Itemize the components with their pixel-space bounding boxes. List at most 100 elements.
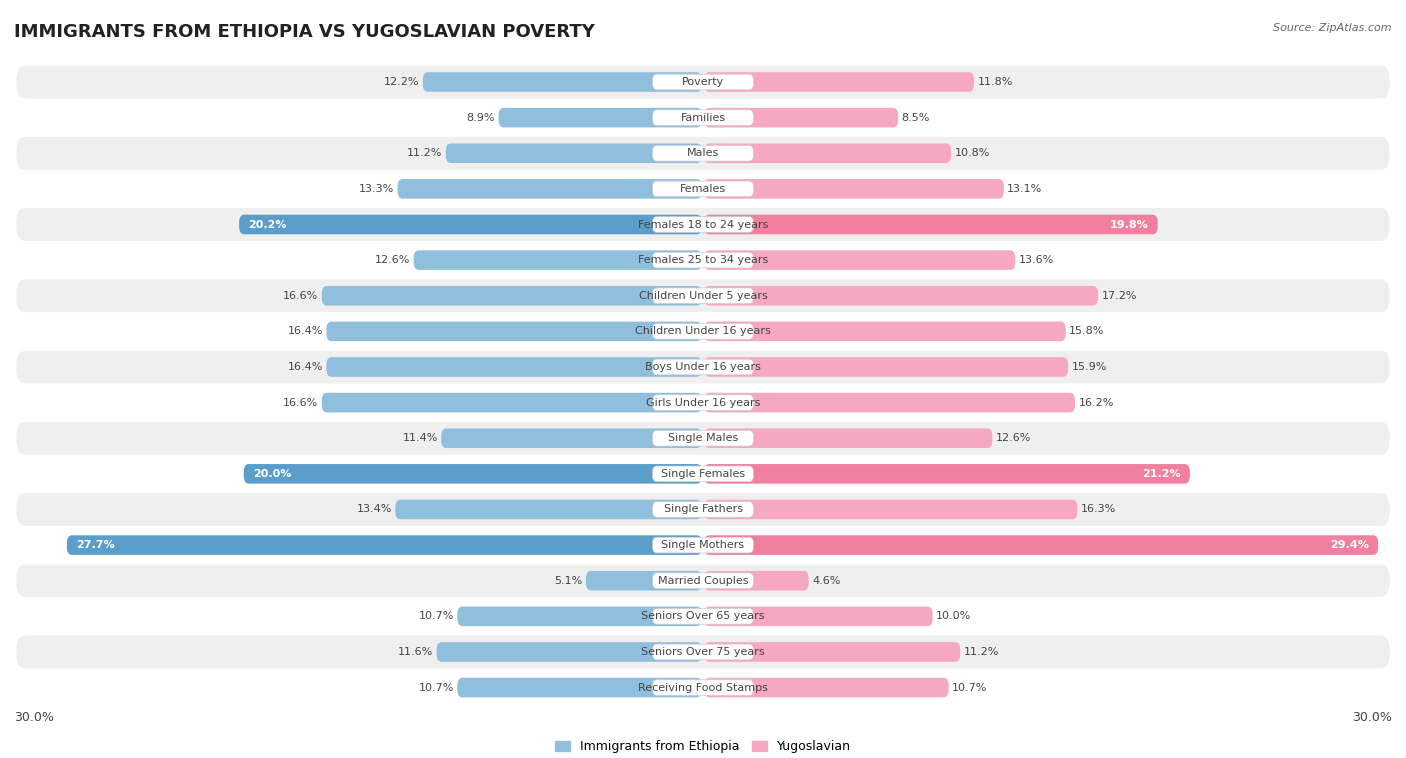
Text: 12.6%: 12.6% (995, 434, 1031, 443)
Text: Seniors Over 75 years: Seniors Over 75 years (641, 647, 765, 657)
Text: 11.2%: 11.2% (406, 149, 443, 158)
Text: Boys Under 16 years: Boys Under 16 years (645, 362, 761, 372)
Text: 11.6%: 11.6% (398, 647, 433, 657)
FancyBboxPatch shape (17, 208, 1389, 241)
Text: 20.0%: 20.0% (253, 469, 291, 479)
Text: 12.2%: 12.2% (384, 77, 419, 87)
Text: 15.8%: 15.8% (1070, 327, 1105, 337)
FancyBboxPatch shape (586, 571, 702, 590)
Text: 8.9%: 8.9% (467, 113, 495, 123)
FancyBboxPatch shape (652, 110, 754, 126)
Text: 16.4%: 16.4% (288, 327, 323, 337)
FancyBboxPatch shape (652, 74, 754, 90)
FancyBboxPatch shape (17, 351, 1389, 384)
FancyBboxPatch shape (322, 286, 702, 305)
Text: 12.6%: 12.6% (375, 255, 411, 265)
FancyBboxPatch shape (652, 573, 754, 588)
Text: IMMIGRANTS FROM ETHIOPIA VS YUGOSLAVIAN POVERTY: IMMIGRANTS FROM ETHIOPIA VS YUGOSLAVIAN … (14, 23, 595, 41)
Text: 11.2%: 11.2% (963, 647, 1000, 657)
FancyBboxPatch shape (398, 179, 702, 199)
Text: Children Under 16 years: Children Under 16 years (636, 327, 770, 337)
FancyBboxPatch shape (704, 571, 808, 590)
FancyBboxPatch shape (652, 359, 754, 374)
FancyBboxPatch shape (652, 431, 754, 446)
FancyBboxPatch shape (652, 502, 754, 517)
Text: Males: Males (688, 149, 718, 158)
FancyBboxPatch shape (326, 321, 702, 341)
Text: 10.7%: 10.7% (419, 612, 454, 622)
Text: 4.6%: 4.6% (813, 576, 841, 586)
FancyBboxPatch shape (17, 529, 1389, 562)
FancyBboxPatch shape (704, 179, 1004, 199)
FancyBboxPatch shape (17, 635, 1389, 669)
Text: 30.0%: 30.0% (1353, 711, 1392, 724)
FancyBboxPatch shape (17, 387, 1389, 419)
FancyBboxPatch shape (704, 464, 1189, 484)
Text: 16.6%: 16.6% (283, 398, 318, 408)
Text: 10.7%: 10.7% (419, 683, 454, 693)
FancyBboxPatch shape (446, 143, 702, 163)
Text: Receiving Food Stamps: Receiving Food Stamps (638, 683, 768, 693)
FancyBboxPatch shape (413, 250, 702, 270)
Text: Single Fathers: Single Fathers (664, 505, 742, 515)
Text: Married Couples: Married Couples (658, 576, 748, 586)
FancyBboxPatch shape (704, 250, 1015, 270)
FancyBboxPatch shape (67, 535, 702, 555)
Legend: Immigrants from Ethiopia, Yugoslavian: Immigrants from Ethiopia, Yugoslavian (550, 735, 856, 758)
FancyBboxPatch shape (395, 500, 702, 519)
FancyBboxPatch shape (322, 393, 702, 412)
FancyBboxPatch shape (17, 565, 1389, 597)
Text: 16.3%: 16.3% (1081, 505, 1116, 515)
FancyBboxPatch shape (239, 215, 702, 234)
Text: 10.8%: 10.8% (955, 149, 990, 158)
Text: 16.4%: 16.4% (288, 362, 323, 372)
FancyBboxPatch shape (704, 72, 974, 92)
Text: 20.2%: 20.2% (249, 220, 287, 230)
Text: Girls Under 16 years: Girls Under 16 years (645, 398, 761, 408)
Text: Females 25 to 34 years: Females 25 to 34 years (638, 255, 768, 265)
Text: Seniors Over 65 years: Seniors Over 65 years (641, 612, 765, 622)
FancyBboxPatch shape (652, 324, 754, 339)
FancyBboxPatch shape (652, 680, 754, 695)
FancyBboxPatch shape (499, 108, 702, 127)
Text: 30.0%: 30.0% (14, 711, 53, 724)
Text: 15.9%: 15.9% (1071, 362, 1107, 372)
FancyBboxPatch shape (704, 321, 1066, 341)
Text: 10.0%: 10.0% (936, 612, 972, 622)
Text: 16.6%: 16.6% (283, 291, 318, 301)
FancyBboxPatch shape (17, 102, 1389, 134)
FancyBboxPatch shape (704, 678, 949, 697)
Text: Families: Families (681, 113, 725, 123)
Text: 17.2%: 17.2% (1101, 291, 1137, 301)
FancyBboxPatch shape (457, 606, 702, 626)
FancyBboxPatch shape (423, 72, 702, 92)
FancyBboxPatch shape (17, 458, 1389, 490)
Text: Single Mothers: Single Mothers (661, 540, 745, 550)
FancyBboxPatch shape (243, 464, 702, 484)
Text: 11.8%: 11.8% (977, 77, 1012, 87)
FancyBboxPatch shape (17, 244, 1389, 277)
FancyBboxPatch shape (17, 600, 1389, 633)
Text: 13.1%: 13.1% (1007, 184, 1042, 194)
FancyBboxPatch shape (17, 66, 1389, 99)
FancyBboxPatch shape (704, 357, 1069, 377)
FancyBboxPatch shape (17, 671, 1389, 704)
FancyBboxPatch shape (652, 395, 754, 410)
FancyBboxPatch shape (441, 428, 702, 448)
Text: 19.8%: 19.8% (1109, 220, 1149, 230)
Text: 11.4%: 11.4% (402, 434, 437, 443)
Text: 5.1%: 5.1% (554, 576, 582, 586)
Text: Children Under 5 years: Children Under 5 years (638, 291, 768, 301)
FancyBboxPatch shape (652, 146, 754, 161)
Text: Source: ZipAtlas.com: Source: ZipAtlas.com (1274, 23, 1392, 33)
FancyBboxPatch shape (17, 280, 1389, 312)
Text: 10.7%: 10.7% (952, 683, 987, 693)
Text: 13.6%: 13.6% (1019, 255, 1054, 265)
FancyBboxPatch shape (652, 217, 754, 233)
Text: 27.7%: 27.7% (76, 540, 115, 550)
Text: Females 18 to 24 years: Females 18 to 24 years (638, 220, 768, 230)
FancyBboxPatch shape (704, 286, 1098, 305)
FancyBboxPatch shape (652, 609, 754, 624)
Text: 8.5%: 8.5% (901, 113, 929, 123)
Text: 13.4%: 13.4% (357, 505, 392, 515)
